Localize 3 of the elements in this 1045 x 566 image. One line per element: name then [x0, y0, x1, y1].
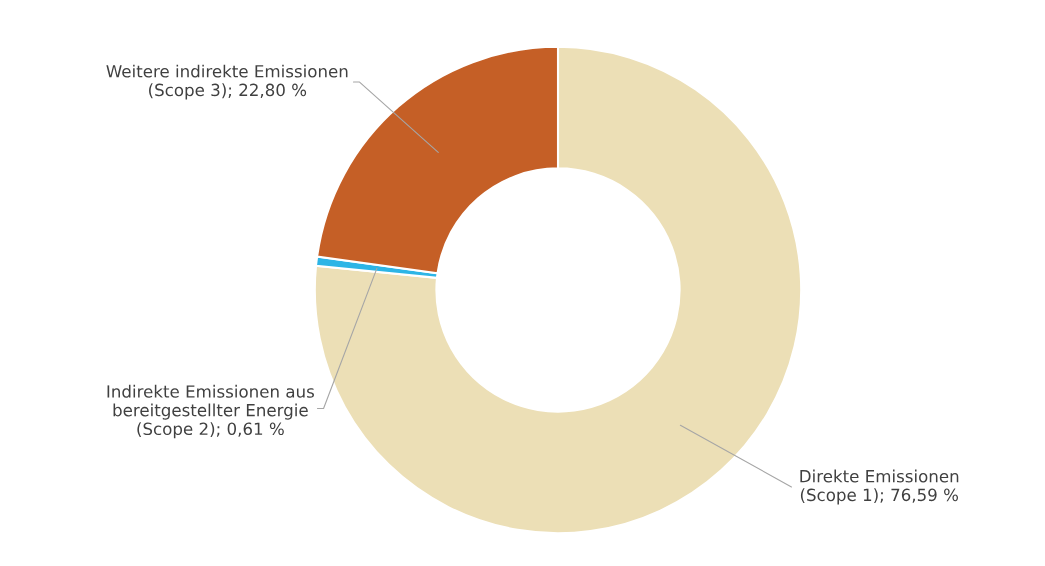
slice-label: Direkte Emissionen (Scope 1); 76,59 %: [800, 469, 959, 505]
slice-label: Weitere indirekte Emissionen (Scope 3); 22,80 %: [106, 64, 348, 100]
slice-label: Indirekte Emissionen aus bereitgestellter Energie (Scope 2); 0,61 %: [107, 384, 314, 439]
